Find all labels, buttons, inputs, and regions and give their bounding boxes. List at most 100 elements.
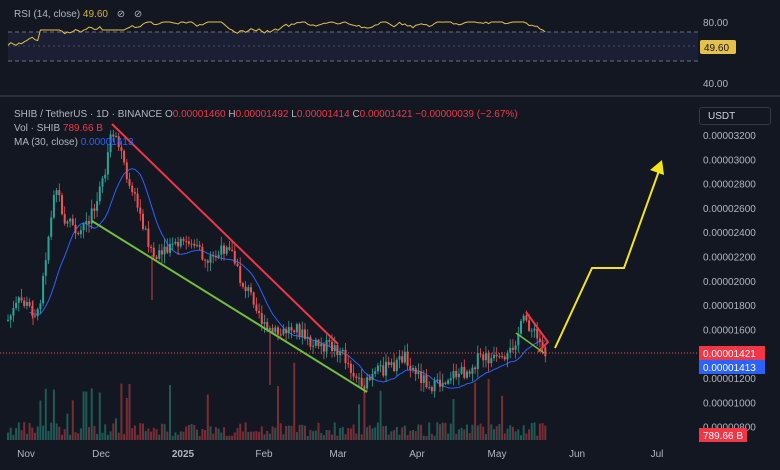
volume-bar (36, 426, 39, 440)
candle-body (525, 315, 528, 321)
ma-legend[interactable]: MA (30, close) 0.00001413 (14, 137, 134, 148)
eye-icon[interactable]: ⊘ (116, 9, 126, 20)
volume-bar (412, 430, 414, 440)
eye-off-icon[interactable]: ⊘ (133, 9, 143, 20)
volume-bar (223, 427, 225, 440)
candle-body (433, 380, 436, 392)
candle-body (376, 365, 379, 372)
candle-body (533, 328, 536, 331)
candle-body (217, 254, 220, 258)
volume-bar (150, 431, 153, 440)
volume-bar (490, 424, 493, 440)
candle-body (152, 247, 155, 257)
volume-bar (387, 434, 390, 440)
volume-bar (371, 428, 374, 440)
volume-bar (395, 426, 398, 440)
candle-body (136, 193, 139, 208)
rsi-value: 49.60 (82, 9, 108, 20)
volume-bar (474, 382, 477, 440)
candle-body (98, 186, 101, 202)
candle-body (225, 247, 228, 254)
volume-bar (360, 434, 363, 440)
volume-bar (69, 434, 72, 440)
volume-legend[interactable]: Vol · SHIB 789.66 B (14, 123, 103, 134)
candle-body (358, 377, 360, 379)
volume-title: Vol · SHIB (14, 123, 61, 134)
volume-bar (74, 432, 77, 440)
candle-body (439, 379, 441, 387)
volume-bar (112, 423, 115, 440)
candle-body (174, 242, 177, 244)
volume-bar (433, 435, 436, 440)
ma-value-badge (699, 360, 765, 374)
price-tick-label: 0.00002800 (703, 180, 756, 191)
volume-bar (406, 435, 409, 440)
volume-bar (347, 428, 350, 440)
volume-bar (501, 395, 504, 440)
candle-body (366, 377, 369, 389)
candle-body (79, 230, 82, 235)
candle-body (266, 322, 269, 330)
currency-selector[interactable]: USDT (699, 107, 771, 125)
volume-bar (466, 424, 468, 440)
volume-bar (449, 423, 452, 440)
rsi-level-label: 80.00 (703, 18, 728, 29)
volume-bar (379, 390, 382, 440)
candle-body (77, 233, 80, 235)
candle-body (495, 354, 498, 357)
volume-bar (15, 428, 18, 440)
volume-bar (71, 400, 74, 440)
candle-body (239, 265, 242, 283)
candle-body (301, 329, 304, 337)
high-value: 0.00001492 (235, 109, 289, 120)
falling-wedge-green (515, 332, 545, 354)
candle-body (190, 243, 193, 245)
volume-bar (236, 428, 239, 440)
volume-bar (12, 434, 15, 440)
candle-body (214, 256, 217, 258)
volume-bar (355, 433, 358, 440)
volume-bar (206, 394, 209, 440)
time-axis[interactable]: Nov Dec 2025 Feb Mar Apr May Jun Jul (17, 449, 663, 460)
candle-body (90, 208, 93, 224)
candle-body (150, 246, 153, 248)
volume-bar (109, 431, 112, 440)
candle-body (333, 345, 336, 352)
volume-bar (260, 426, 263, 440)
volume-bar (128, 383, 131, 440)
candle-body (271, 328, 274, 333)
candle-body (417, 371, 420, 375)
candle-body (31, 305, 34, 316)
candle-body (179, 238, 182, 247)
candle-body (304, 329, 306, 339)
volume-bar (66, 413, 69, 440)
candle-body (285, 329, 288, 334)
volume-bar (7, 432, 9, 440)
volume-bar (366, 427, 369, 440)
candle-body (287, 327, 290, 334)
volume-bar (463, 429, 466, 440)
price-tick-label: 0.00001200 (703, 374, 756, 385)
volume-bar (93, 425, 96, 440)
price-tick-label: 0.00003200 (703, 131, 756, 142)
volume-bar (182, 431, 185, 440)
rsi-value-badge-text: 49.60 (704, 43, 729, 54)
candle-body (371, 373, 374, 381)
volume-bar (139, 423, 142, 440)
ma-value: 0.00001413 (80, 137, 134, 148)
symbol-legend[interactable]: SHIB / TetherUS · 1D · BINANCE O0.000014… (14, 109, 518, 120)
candle-body (39, 303, 42, 310)
candle-body (441, 382, 444, 387)
candle-body (28, 302, 31, 306)
time-tick-label: Feb (255, 449, 273, 460)
volume-bar (471, 424, 474, 440)
candle-body (263, 322, 266, 324)
candle-body (306, 336, 309, 339)
time-tick-label: Mar (329, 449, 347, 460)
candle-body (536, 328, 539, 339)
volume-bar (187, 425, 190, 440)
volume-bar (460, 427, 463, 440)
volume-bar (295, 432, 298, 440)
rsi-legend[interactable]: RSI (14, close) 49.60 ⊘ ⊘ (14, 9, 142, 20)
price-axis[interactable]: 0.00003200 0.00003000 0.00002800 0.00002600… (703, 131, 756, 434)
